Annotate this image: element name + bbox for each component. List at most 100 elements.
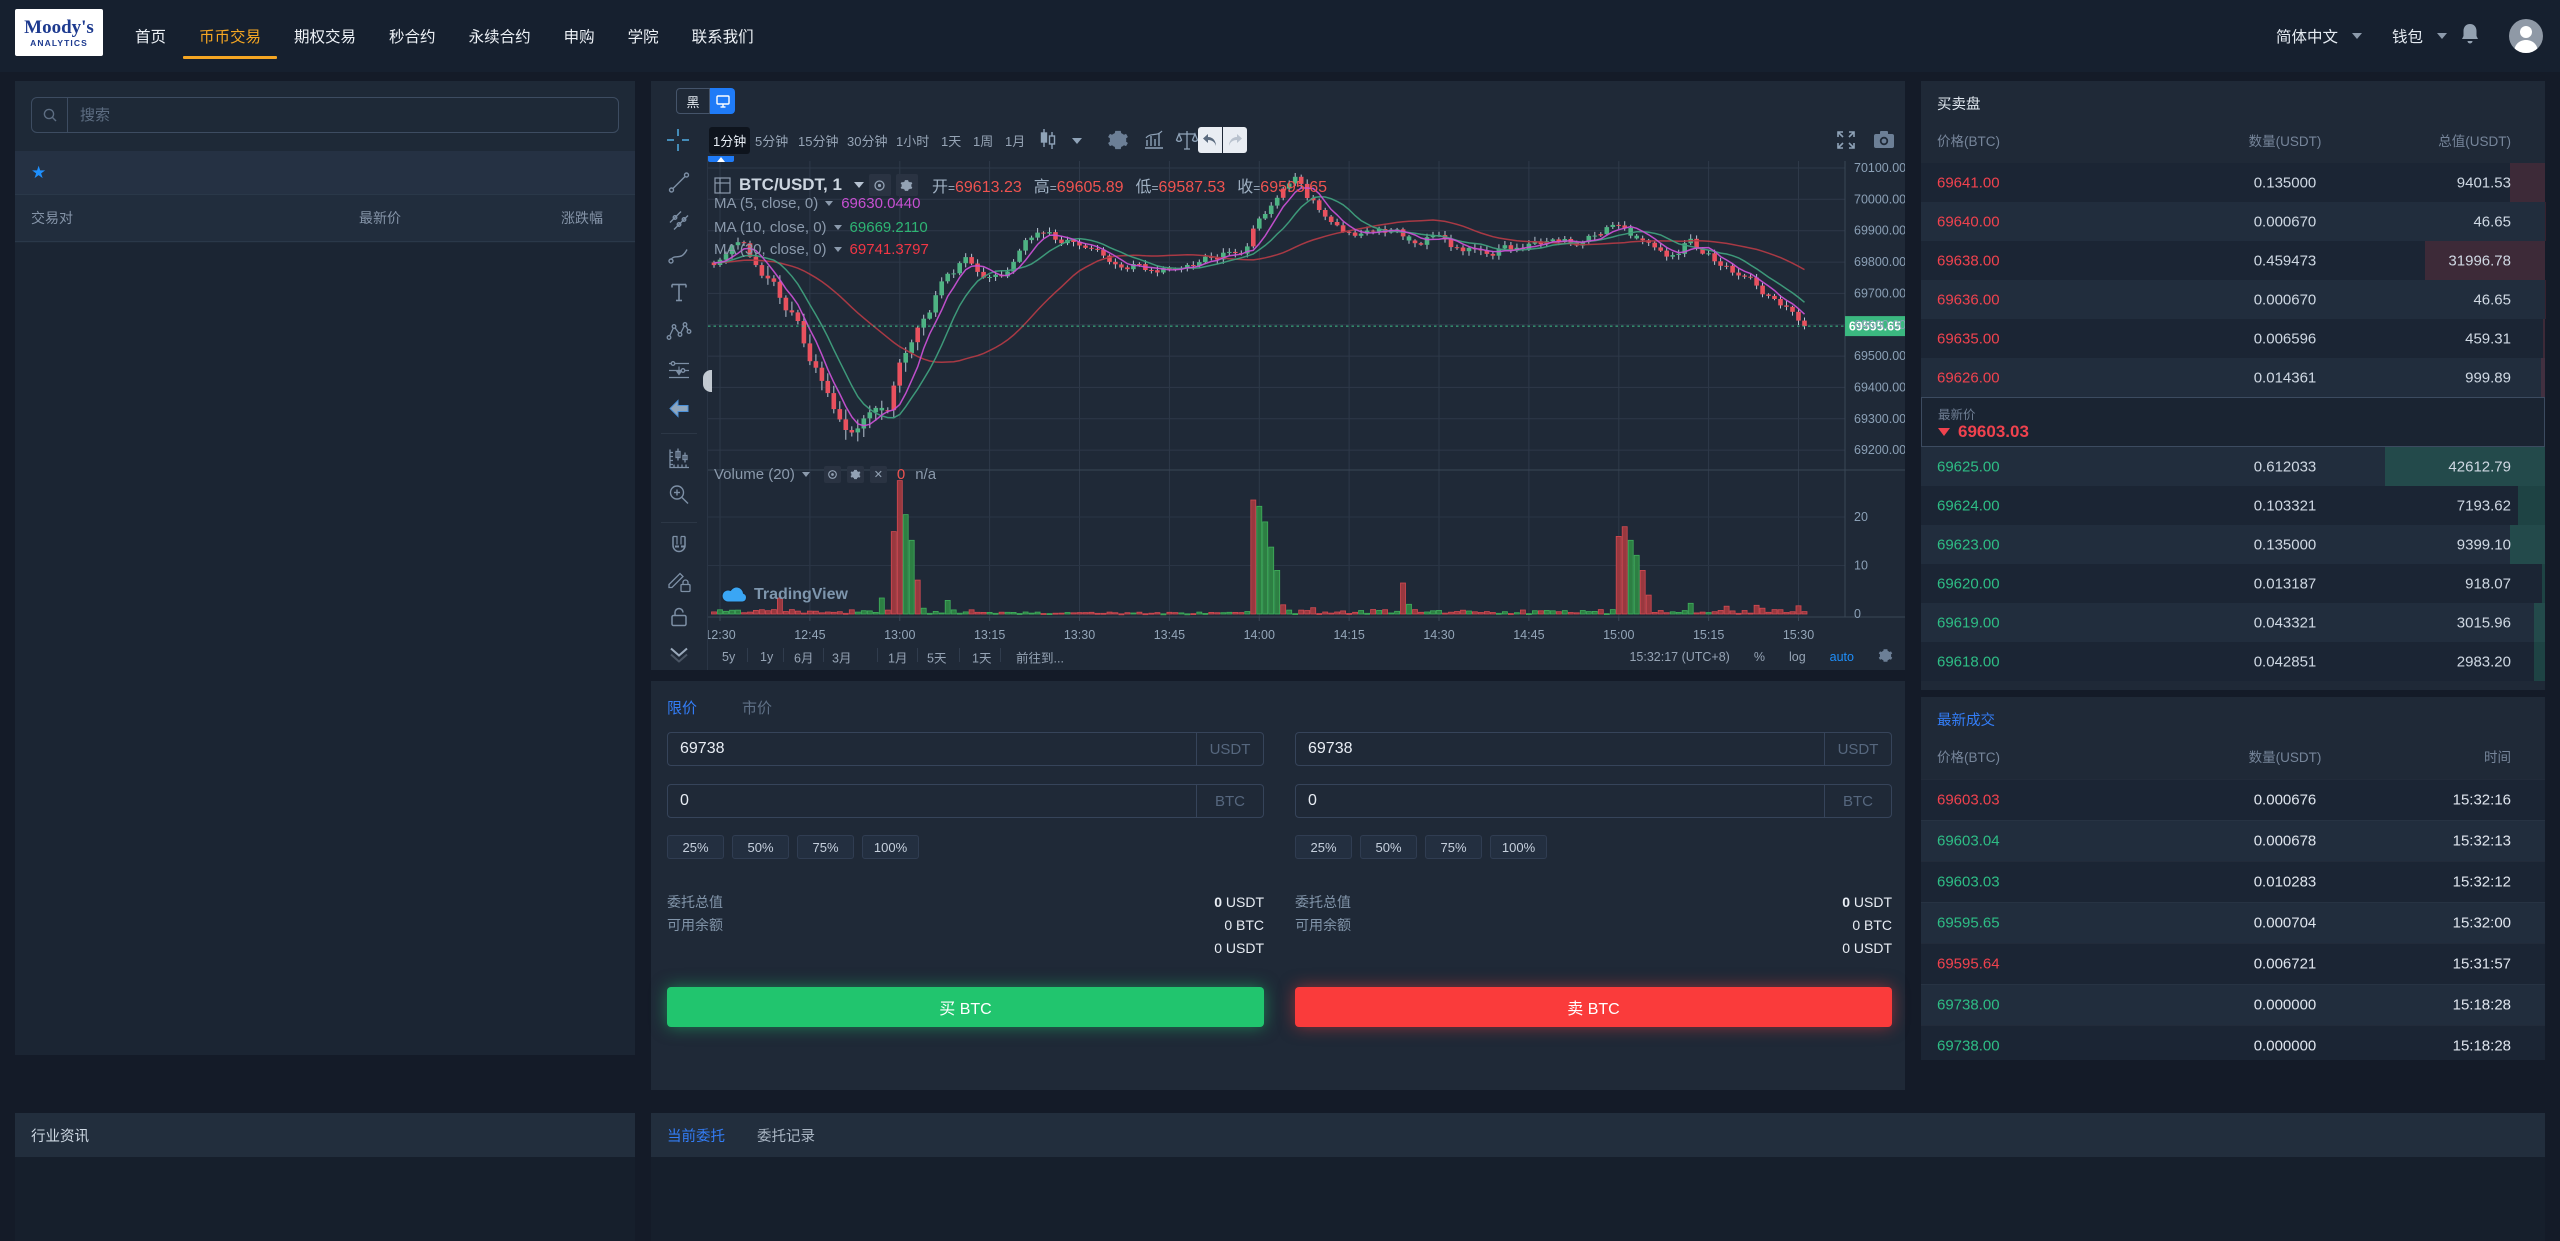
crosshair-tool-icon[interactable] (665, 127, 691, 158)
interval-1小时[interactable]: 1小时 (896, 134, 930, 149)
range-3月[interactable]: 3月 (832, 651, 852, 665)
sell-price-input[interactable] (1296, 733, 1824, 765)
orderbook-ask-row[interactable]: 69638.00 0.459473 31996.78 (1921, 241, 2545, 280)
favorites-star-icon[interactable]: ★ (31, 162, 47, 182)
nav-item-8[interactable]: 联系我们 (691, 29, 754, 46)
text-tool-icon[interactable] (667, 281, 691, 310)
chevron-down-icon[interactable] (801, 472, 810, 477)
sell-percent-100%[interactable]: 100% (1490, 835, 1547, 859)
volume-close-icon[interactable]: ✕ (869, 466, 887, 483)
candle-style-icon[interactable] (1039, 128, 1057, 157)
symbol-label[interactable]: BTC/USDT, 1 (739, 175, 842, 194)
range-1月[interactable]: 1月 (888, 651, 908, 665)
chevron-down-icon[interactable] (825, 200, 834, 206)
interval-15分钟[interactable]: 15分钟 (798, 134, 839, 149)
range-前往到...[interactable]: 前往到... (1016, 651, 1064, 665)
volume-eye-icon[interactable] (823, 466, 841, 483)
interval-5分钟[interactable]: 5分钟 (755, 134, 789, 149)
pattern-tool-icon[interactable] (666, 320, 692, 349)
orderbook-bid-row[interactable]: 69624.00 0.103321 7193.62 (1921, 486, 2545, 525)
buy-percent-75%[interactable]: 75% (797, 835, 854, 859)
sidebar-collapse-handle[interactable] (703, 370, 712, 392)
style-dropdown-icon[interactable] (1071, 128, 1083, 157)
orderbook-ask-row[interactable]: 69636.00 0.000670 46.65 (1921, 280, 2545, 319)
sell-percent-50%[interactable]: 50% (1360, 835, 1417, 859)
trendline-tool-icon[interactable] (667, 171, 691, 200)
toolbar-expand-tab[interactable] (708, 156, 734, 162)
snapshot-camera-icon[interactable] (1873, 128, 1895, 157)
interval-30分钟[interactable]: 30分钟 (847, 134, 888, 149)
interval-1天[interactable]: 1天 (941, 134, 962, 149)
back-arrow-icon[interactable] (666, 397, 692, 426)
nav-item-1[interactable]: 首页 (135, 29, 167, 46)
brush-tool-icon[interactable] (667, 244, 691, 273)
scale-log-button[interactable]: log (1788, 649, 1806, 664)
theme-screen-button[interactable] (710, 88, 735, 114)
sell-submit-button[interactable]: 卖 BTC (1295, 987, 1892, 1027)
symbol-dropdown-icon[interactable] (853, 182, 864, 188)
buy-amount-input[interactable] (668, 785, 1196, 817)
wallet-menu[interactable]: 钱包 (2391, 29, 2423, 46)
lock-drawings-tool-icon[interactable] (666, 568, 692, 599)
interval-1分钟[interactable]: 1分钟 (709, 127, 751, 154)
nav-item-7[interactable]: 学院 (627, 29, 659, 46)
scale-auto-button[interactable]: auto (1829, 649, 1854, 664)
orders-tab-当前委托[interactable]: 当前委托 (667, 1128, 725, 1145)
nav-item-2[interactable]: 币币交易 (183, 25, 278, 59)
range-5天[interactable]: 5天 (927, 651, 947, 665)
buy-percent-50%[interactable]: 50% (732, 835, 789, 859)
pitchfork-tool-icon[interactable] (667, 209, 691, 238)
forecast-tool-icon[interactable] (666, 359, 692, 388)
nav-item-4[interactable]: 秒合约 (389, 29, 436, 46)
search-input[interactable] (68, 98, 618, 132)
redo-button[interactable] (1223, 127, 1247, 153)
chart-settings-gear-icon[interactable] (1107, 128, 1129, 157)
order-tab-限价[interactable]: 限价 (667, 700, 698, 717)
orders-tab-委托记录[interactable]: 委托记录 (757, 1128, 815, 1145)
orderbook-bid-row[interactable]: 69623.00 0.135000 9399.10 (1921, 525, 2545, 564)
sell-percent-75%[interactable]: 75% (1425, 835, 1482, 859)
collapse-chevron-icon[interactable] (666, 647, 692, 668)
order-tab-市价[interactable]: 市价 (742, 700, 773, 717)
user-avatar[interactable] (2509, 19, 2543, 53)
buy-percent-100%[interactable]: 100% (862, 835, 919, 859)
theme-dark-button[interactable]: 黑 (676, 88, 710, 114)
volume-settings-icon[interactable] (846, 466, 864, 483)
orderbook-ask-row[interactable]: 69641.00 0.135000 9401.53 (1921, 163, 2545, 202)
chevron-down-icon[interactable] (833, 246, 842, 252)
orderbook-ask-row[interactable]: 69626.00 0.014361 999.89 (1921, 358, 2545, 397)
zoom-in-tool-icon[interactable] (667, 483, 691, 512)
scale-%-button[interactable]: % (1753, 649, 1765, 664)
range-1天[interactable]: 1天 (972, 651, 992, 665)
orderbook-ask-row[interactable]: 69635.00 0.006596 459.31 (1921, 319, 2545, 358)
interval-1周[interactable]: 1周 (973, 134, 994, 149)
interval-1月[interactable]: 1月 (1005, 134, 1026, 149)
indicators-icon[interactable] (1143, 128, 1165, 157)
buy-submit-button[interactable]: 买 BTC (667, 987, 1264, 1027)
nav-item-5[interactable]: 永续合约 (468, 29, 531, 46)
nav-item-6[interactable]: 申购 (563, 29, 595, 46)
fullscreen-icon[interactable] (1836, 128, 1856, 157)
range-1y[interactable]: 1y (760, 649, 774, 664)
orderbook-bid-row[interactable]: 69625.00 0.612033 42612.79 (1921, 447, 2545, 486)
moodys-logo[interactable]: Moody's ANALYTICS (15, 9, 103, 56)
orderbook-bid-row[interactable]: 69620.00 0.013187 918.07 (1921, 564, 2545, 603)
orderbook-ask-row[interactable]: 69640.00 0.000670 46.65 (1921, 202, 2545, 241)
orderbook-bid-row[interactable]: 69618.00 0.042851 2983.20 (1921, 642, 2545, 681)
magnet-tool-icon[interactable] (667, 533, 691, 562)
candlestick-chart[interactable]: 69595.65 70100.00 70000.00 69900.00 69800.00… (651, 81, 1905, 670)
lock-tool-icon[interactable] (667, 606, 691, 635)
legend-settings-icon[interactable] (895, 174, 918, 196)
buy-percent-25%[interactable]: 25% (667, 835, 724, 859)
sell-percent-25%[interactable]: 25% (1295, 835, 1352, 859)
nav-item-3[interactable]: 期权交易 (294, 29, 357, 46)
buy-price-input[interactable] (668, 733, 1196, 765)
range-5y[interactable]: 5y (722, 649, 736, 664)
chevron-down-icon[interactable] (833, 224, 842, 230)
axis-settings-gear-icon[interactable] (1878, 648, 1893, 666)
bars-pattern-tool-icon[interactable] (666, 446, 692, 477)
legend-eye-icon[interactable] (868, 174, 891, 196)
compare-scales-icon[interactable] (1175, 128, 1199, 157)
undo-button[interactable] (1198, 127, 1222, 153)
language-selector[interactable]: 简体中文 (2275, 29, 2338, 46)
